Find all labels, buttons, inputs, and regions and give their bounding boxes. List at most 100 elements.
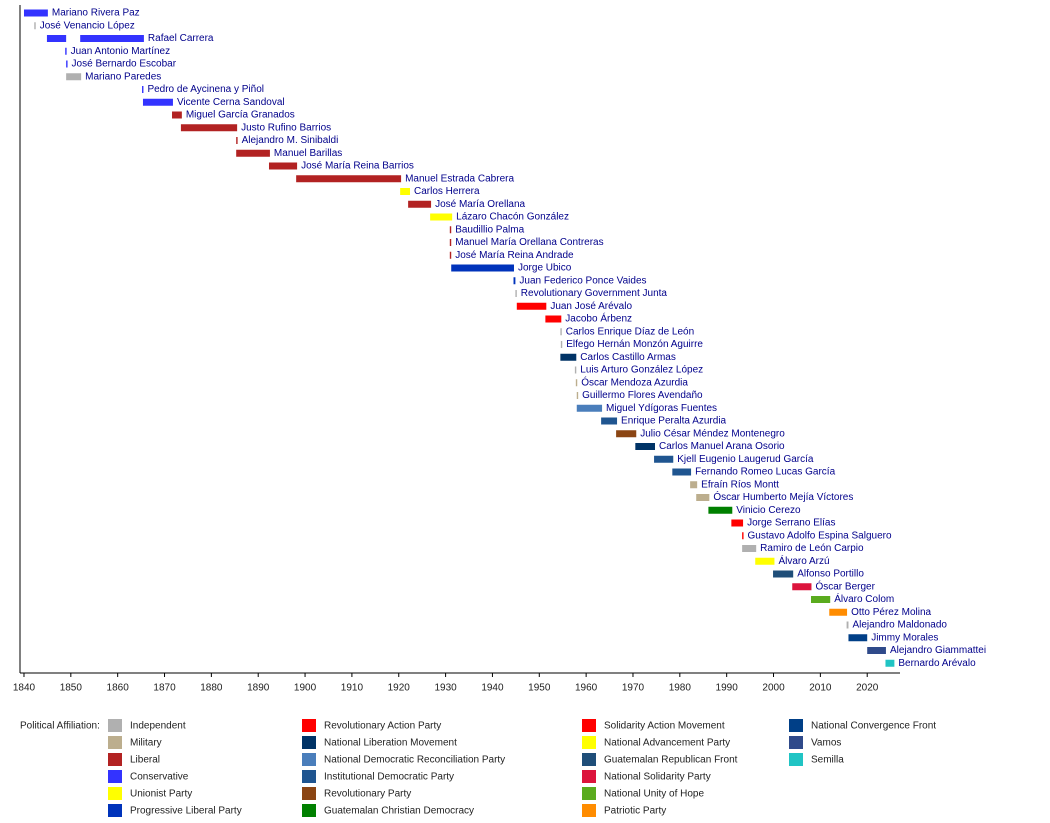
term-bar bbox=[560, 328, 562, 336]
president-name[interactable]: Alejandro Maldonado bbox=[852, 620, 947, 631]
x-tick-label: 1960 bbox=[575, 683, 598, 694]
president-name[interactable]: Juan Antonio Martínez bbox=[71, 46, 171, 57]
president-name[interactable]: José María Reina Andrade bbox=[455, 250, 574, 261]
x-tick-label: 1840 bbox=[13, 683, 36, 694]
legend-label: Institutional Democratic Party bbox=[324, 772, 454, 783]
term-bar bbox=[296, 175, 402, 183]
president-name[interactable]: Baudillio Palma bbox=[455, 224, 524, 235]
president-name[interactable]: Carlos Enrique Díaz de León bbox=[566, 326, 694, 337]
president-name[interactable]: Carlos Castillo Armas bbox=[580, 352, 676, 363]
president-name[interactable]: Otto Pérez Molina bbox=[851, 607, 931, 618]
president-name[interactable]: Manuel Barillas bbox=[274, 148, 342, 159]
president-name[interactable]: Efraín Ríos Montt bbox=[701, 479, 779, 490]
term-bar bbox=[66, 73, 82, 81]
president-name[interactable]: Pedro de Aycinena y Piñol bbox=[147, 84, 264, 95]
x-tick-label: 2020 bbox=[856, 683, 879, 694]
term-bar bbox=[773, 570, 794, 578]
legend-label: Semilla bbox=[811, 755, 844, 766]
president-name[interactable]: Óscar Humberto Mejía Víctores bbox=[713, 490, 853, 503]
president-name[interactable]: Revolutionary Government Junta bbox=[521, 288, 668, 299]
x-tick-label: 1990 bbox=[716, 683, 739, 694]
legend-label: Patriotic Party bbox=[604, 806, 666, 817]
president-name[interactable]: Mariano Rivera Paz bbox=[52, 8, 140, 19]
term-bar bbox=[672, 468, 692, 476]
term-bar bbox=[731, 519, 744, 527]
president-name[interactable]: Juan José Arévalo bbox=[550, 301, 632, 312]
term-bar bbox=[65, 47, 67, 55]
legend-label: Guatemalan Christian Democracy bbox=[324, 806, 474, 817]
president-name[interactable]: Fernando Romeo Lucas García bbox=[695, 467, 836, 478]
term-bar bbox=[449, 251, 452, 259]
x-tick-label: 1940 bbox=[481, 683, 504, 694]
president-name[interactable]: Manuel Estrada Cabrera bbox=[405, 173, 514, 184]
president-name[interactable]: Vicente Cerna Sandoval bbox=[177, 97, 285, 108]
term-bar bbox=[451, 264, 514, 272]
president-name[interactable]: Enrique Peralta Azurdia bbox=[621, 416, 727, 427]
term-bar bbox=[742, 545, 757, 552]
term-bar bbox=[80, 35, 144, 42]
term-bar bbox=[560, 353, 577, 361]
term-bar bbox=[742, 532, 744, 540]
president-name[interactable]: Jimmy Morales bbox=[871, 632, 938, 643]
legend-label: Revolutionary Action Party bbox=[324, 721, 441, 732]
president-name[interactable]: Bernardo Arévalo bbox=[898, 658, 976, 669]
president-name[interactable]: Julio César Méndez Montenegro bbox=[640, 428, 785, 439]
president-name[interactable]: Luis Arturo González López bbox=[580, 365, 703, 376]
x-tick-label: 1860 bbox=[107, 683, 130, 694]
president-name[interactable]: Álvaro Arzú bbox=[778, 554, 829, 567]
president-name[interactable]: Juan Federico Ponce Vaides bbox=[519, 275, 646, 286]
president-name[interactable]: Miguel Ydígoras Fuentes bbox=[606, 403, 717, 414]
president-name[interactable]: Ramiro de León Carpio bbox=[760, 543, 864, 554]
legend-label: Revolutionary Party bbox=[324, 789, 411, 800]
president-name[interactable]: Guillermo Flores Avendaño bbox=[582, 390, 703, 401]
president-name[interactable]: Kjell Eugenio Laugerud García bbox=[677, 454, 814, 465]
legend-label: Guatemalan Republican Front bbox=[604, 755, 738, 766]
president-name[interactable]: Justo Rufino Barrios bbox=[241, 122, 331, 133]
president-name[interactable]: Alejandro M. Sinibaldi bbox=[242, 135, 339, 146]
legend-swatch bbox=[789, 736, 803, 749]
legend-label: Vamos bbox=[811, 738, 841, 749]
x-tick-label: 2000 bbox=[762, 683, 785, 694]
president-name[interactable]: Elfego Hernán Monzón Aguirre bbox=[566, 339, 703, 350]
president-name[interactable]: Óscar Mendoza Azurdia bbox=[581, 375, 688, 388]
president-name[interactable]: Lázaro Chacón González bbox=[456, 212, 569, 223]
term-bar bbox=[180, 124, 238, 132]
president-name[interactable]: Mariano Paredes bbox=[85, 71, 161, 82]
legend-swatch bbox=[108, 804, 122, 817]
president-name[interactable]: José María Reina Barrios bbox=[301, 161, 414, 172]
president-name[interactable]: José María Orellana bbox=[435, 199, 525, 210]
president-name[interactable]: Jacobo Árbenz bbox=[565, 312, 632, 325]
term-bar bbox=[792, 583, 812, 591]
legend-swatch bbox=[302, 753, 316, 766]
term-bar bbox=[690, 481, 698, 489]
term-bar bbox=[142, 86, 144, 93]
president-name[interactable]: Gustavo Adolfo Espina Salguero bbox=[748, 530, 892, 541]
president-name[interactable]: Álvaro Colom bbox=[834, 592, 894, 605]
x-tick-label: 1910 bbox=[341, 683, 364, 694]
x-tick-label: 2010 bbox=[809, 683, 832, 694]
term-bar bbox=[810, 596, 831, 603]
president-name[interactable]: Miguel García Granados bbox=[186, 110, 295, 121]
legend-swatch bbox=[302, 770, 316, 783]
president-name[interactable]: Jorge Serrano Elías bbox=[747, 518, 835, 529]
term-bar bbox=[696, 494, 710, 501]
president-name[interactable]: José Bernardo Escobar bbox=[72, 59, 177, 70]
term-bar bbox=[515, 290, 517, 297]
president-name[interactable]: Carlos Herrera bbox=[414, 186, 480, 197]
legend-label: National Liberation Movement bbox=[324, 738, 457, 749]
president-name[interactable]: Óscar Berger bbox=[815, 579, 875, 592]
president-name[interactable]: Manuel María Orellana Contreras bbox=[455, 237, 603, 248]
x-tick-label: 1850 bbox=[60, 683, 83, 694]
president-name[interactable]: Carlos Manuel Arana Osorio bbox=[659, 441, 785, 452]
president-name[interactable]: Vinicio Cerezo bbox=[736, 505, 801, 516]
term-bar bbox=[560, 341, 563, 348]
president-name[interactable]: Alejandro Giammattei bbox=[890, 645, 986, 656]
president-name[interactable]: Rafael Carrera bbox=[148, 33, 214, 44]
term-bar bbox=[172, 111, 182, 119]
president-name[interactable]: Alfonso Portillo bbox=[797, 569, 864, 580]
president-name[interactable]: José Venancio López bbox=[40, 20, 135, 31]
legend-label: National Democratic Reconciliation Party bbox=[324, 755, 505, 766]
president-name[interactable]: Jorge Ubico bbox=[518, 263, 572, 274]
legend-label: Liberal bbox=[130, 755, 160, 766]
